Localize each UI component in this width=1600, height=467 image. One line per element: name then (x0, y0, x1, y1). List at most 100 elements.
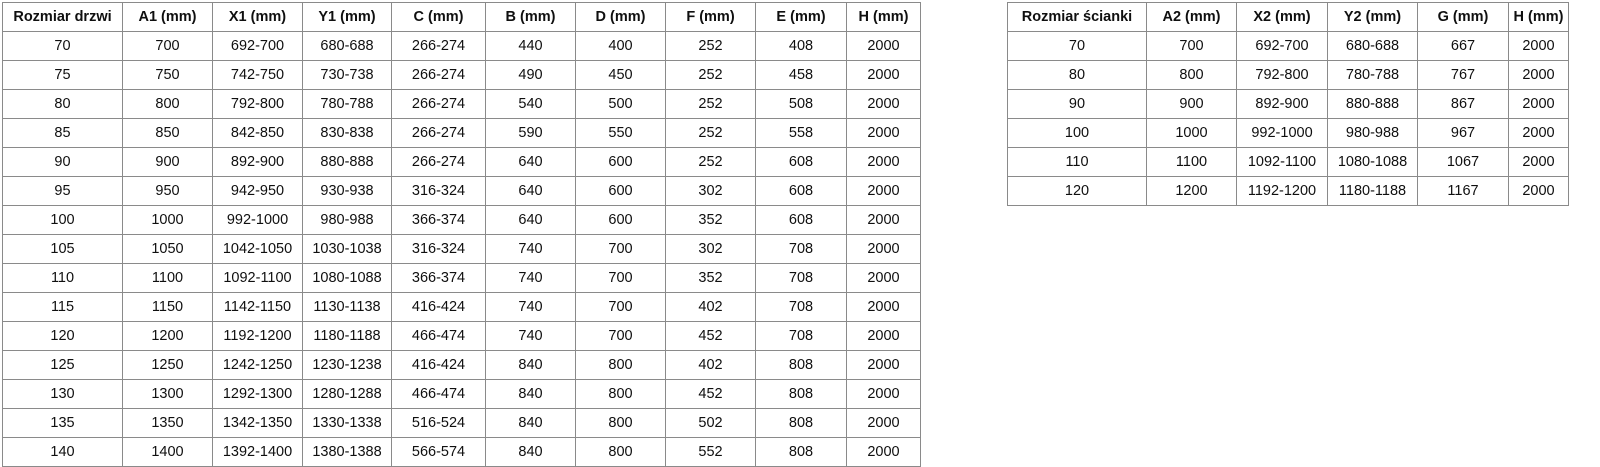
wall-table-cell: 867 (1417, 89, 1509, 119)
door-table-body: 70 700 692-700 680-688 266-274 440 400 252 408 20… (2, 31, 921, 467)
door-table-cell: 808 (755, 437, 847, 467)
door-table-cell: 1342-1350 (212, 408, 303, 438)
door-table-cell: 600 (575, 147, 666, 177)
door-table-cell: 708 (755, 292, 847, 322)
door-table-cell: 700 (575, 263, 666, 293)
door-table-cell: 2000 (846, 437, 921, 467)
door-table-cell: 500 (575, 89, 666, 119)
door-table-cell: 130 (2, 379, 123, 409)
door-table-cell: 90 (2, 147, 123, 177)
wall-table-cell: 1000 (1146, 118, 1237, 148)
door-table-cell: 708 (755, 321, 847, 351)
wall-table-cell: 1200 (1146, 176, 1237, 206)
door-table-cell: 452 (665, 379, 756, 409)
door-table-cell: 800 (575, 408, 666, 438)
wall-col-header-rozmiar-scianki: Rozmiar ścianki (1007, 2, 1147, 32)
wall-table-cell: 90 (1007, 89, 1147, 119)
door-table-cell: 302 (665, 234, 756, 264)
table-row: 90 900 892-900 880-888 266-274 640 600 252 608 20… (2, 147, 921, 177)
wall-table-cell: 110 (1007, 147, 1147, 177)
wall-table-cell: 992-1000 (1236, 118, 1328, 148)
door-table-cell: 1200 (122, 321, 213, 351)
wall-table-cell: 667 (1417, 31, 1509, 61)
door-table-cell: 700 (575, 292, 666, 322)
door-table-header: Rozmiar drzwi A1 (mm) X1 (mm) Y1 (mm) C … (2, 2, 921, 32)
door-table-cell: 1080-1088 (302, 263, 392, 293)
table-row: 115 1150 1142-1150 1130-1138 416-424 740 700 40… (2, 292, 921, 322)
door-table-cell: 1150 (122, 292, 213, 322)
wall-table-header-row: Rozmiar ścianki A2 (mm) X2 (mm) Y2 (mm) … (1007, 2, 1569, 32)
door-size-table: Rozmiar drzwi A1 (mm) X1 (mm) Y1 (mm) C … (2, 2, 921, 467)
table-row: 130 1300 1292-1300 1280-1288 466-474 840 800 45… (2, 379, 921, 409)
door-table-cell: 992-1000 (212, 205, 303, 235)
door-table-cell: 800 (575, 437, 666, 467)
wall-table-cell: 2000 (1508, 176, 1569, 206)
door-table-cell: 2000 (846, 118, 921, 148)
door-table-cell: 125 (2, 350, 123, 380)
door-table-cell: 402 (665, 292, 756, 322)
door-table-cell: 1050 (122, 234, 213, 264)
door-table-cell: 608 (755, 147, 847, 177)
door-table-cell: 2000 (846, 350, 921, 380)
wall-table-cell: 900 (1146, 89, 1237, 119)
door-table-cell: 1250 (122, 350, 213, 380)
door-table-cell: 640 (485, 176, 576, 206)
wall-table-cell: 2000 (1508, 147, 1569, 177)
door-col-header-rozmiar-drzwi: Rozmiar drzwi (2, 2, 123, 32)
wall-table-cell: 980-988 (1327, 118, 1418, 148)
wall-table-cell: 80 (1007, 60, 1147, 90)
door-table-cell: 640 (485, 147, 576, 177)
table-row: 140 1400 1392-1400 1380-1388 566-574 840 800 55… (2, 437, 921, 467)
wall-table-cell: 800 (1146, 60, 1237, 90)
door-table-cell: 2000 (846, 321, 921, 351)
door-table-cell: 252 (665, 31, 756, 61)
door-col-header-a1: A1 (mm) (122, 2, 213, 32)
door-table-cell: 1230-1238 (302, 350, 392, 380)
door-table-cell: 550 (575, 118, 666, 148)
wall-table-cell: 120 (1007, 176, 1147, 206)
door-table-cell: 416-424 (391, 292, 486, 322)
door-table-cell: 566-574 (391, 437, 486, 467)
door-table-cell: 2000 (846, 31, 921, 61)
door-table-cell: 740 (485, 234, 576, 264)
wall-table-cell: 1100 (1146, 147, 1237, 177)
wall-table-cell: 2000 (1508, 89, 1569, 119)
door-table-cell: 1330-1338 (302, 408, 392, 438)
door-table-cell: 408 (755, 31, 847, 61)
table-row: 120 1200 1192-1200 1180-1188 1167 2000 (1007, 176, 1569, 206)
table-row: 80 800 792-800 780-788 266-274 540 500 252 508 20… (2, 89, 921, 119)
door-table-cell: 600 (575, 205, 666, 235)
door-table-cell: 1300 (122, 379, 213, 409)
door-table-cell: 1380-1388 (302, 437, 392, 467)
door-table-cell: 1392-1400 (212, 437, 303, 467)
door-table-cell: 110 (2, 263, 123, 293)
wall-col-header-g: G (mm) (1417, 2, 1509, 32)
door-table-cell: 800 (122, 89, 213, 119)
door-table-cell: 458 (755, 60, 847, 90)
wall-table-cell: 767 (1417, 60, 1509, 90)
door-table-cell: 1142-1150 (212, 292, 303, 322)
door-table-cell: 692-700 (212, 31, 303, 61)
door-table-cell: 2000 (846, 263, 921, 293)
door-col-header-h: H (mm) (846, 2, 921, 32)
door-table-cell: 266-274 (391, 31, 486, 61)
door-table-cell: 2000 (846, 89, 921, 119)
table-row: 105 1050 1042-1050 1030-1038 316-324 740 700 30… (2, 234, 921, 264)
door-table-cell: 105 (2, 234, 123, 264)
door-table-cell: 450 (575, 60, 666, 90)
door-table-cell: 252 (665, 89, 756, 119)
door-table-cell: 740 (485, 321, 576, 351)
wall-table-cell: 1192-1200 (1236, 176, 1328, 206)
door-table-cell: 252 (665, 60, 756, 90)
door-table-cell: 590 (485, 118, 576, 148)
table-row: 110 1100 1092-1100 1080-1088 1067 2000 (1007, 147, 1569, 177)
wall-table-cell: 2000 (1508, 118, 1569, 148)
door-table-cell: 800 (575, 350, 666, 380)
wall-table-cell: 1167 (1417, 176, 1509, 206)
table-row: 75 750 742-750 730-738 266-274 490 450 252 458 20… (2, 60, 921, 90)
wall-table-cell: 880-888 (1327, 89, 1418, 119)
door-table-cell: 508 (755, 89, 847, 119)
door-table-cell: 900 (122, 147, 213, 177)
door-table-cell: 316-324 (391, 234, 486, 264)
table-row: 80 800 792-800 780-788 767 2000 (1007, 60, 1569, 90)
